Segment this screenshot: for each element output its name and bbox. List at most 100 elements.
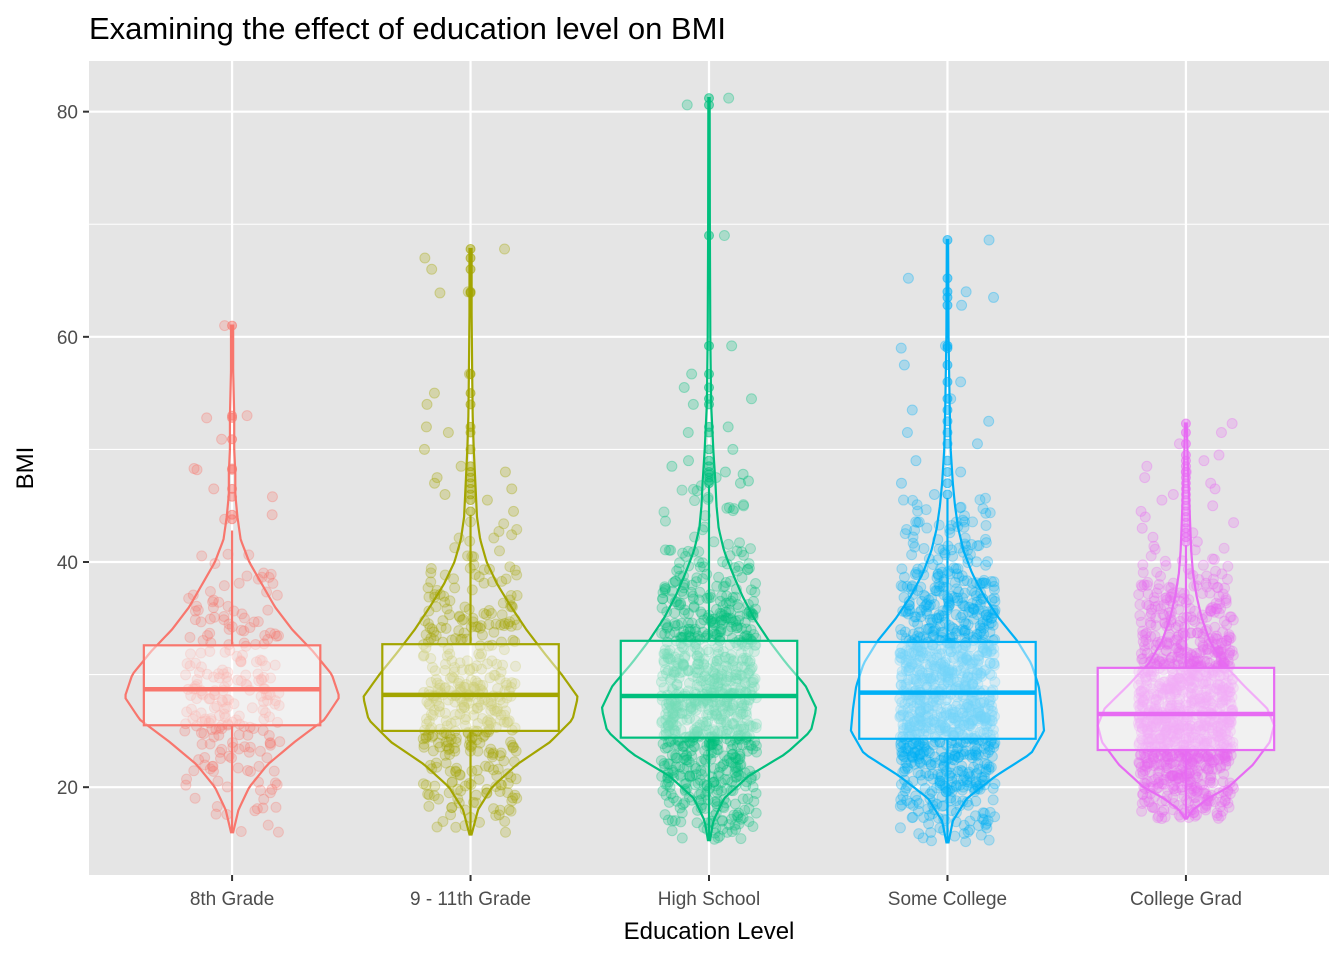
jitter-point [1150, 620, 1162, 632]
jitter-point [190, 657, 202, 669]
jitter-point [699, 720, 711, 732]
jitter-point [668, 669, 680, 681]
jitter-point [233, 710, 245, 722]
jitter-point [743, 719, 755, 731]
jitter-point [216, 694, 228, 706]
jitter-point [444, 648, 456, 660]
jitter-point [193, 754, 205, 766]
jitter-point [486, 700, 498, 712]
outlier-point [704, 444, 714, 455]
jitter-point [204, 645, 216, 657]
outlier-point [942, 393, 953, 404]
jitter-point [669, 739, 681, 751]
x-tick-label: Some College [888, 889, 1007, 910]
jitter-point [1220, 639, 1232, 651]
jitter-point [235, 675, 247, 687]
jitter-point [483, 605, 495, 617]
jitter-point [203, 693, 215, 705]
jitter-point [446, 776, 458, 788]
jitter-point [676, 832, 688, 844]
jitter-point [980, 507, 992, 519]
jitter-point [466, 765, 478, 777]
jitter-point [473, 773, 485, 785]
jitter-point [218, 614, 230, 626]
series-high-school [655, 92, 763, 845]
jitter-point [449, 709, 461, 721]
jitter-point [697, 716, 709, 728]
jitter-point [667, 719, 679, 731]
outlier-point [227, 434, 238, 445]
jitter-point [217, 664, 229, 676]
jitter-point [681, 99, 693, 111]
jitter-point [458, 699, 470, 711]
jitter-point [254, 784, 266, 796]
jitter-point [1135, 616, 1147, 628]
jitter-point [678, 382, 690, 393]
jitter-point [747, 676, 759, 688]
jitter-point [904, 797, 916, 809]
jitter-point [718, 230, 730, 242]
jitter-point [494, 750, 506, 762]
jitter-point [192, 604, 204, 616]
jitter-point [728, 503, 740, 515]
jitter-point [689, 626, 701, 638]
jitter-point [191, 674, 203, 686]
jitter-point [712, 677, 724, 689]
jitter-point [262, 694, 274, 706]
jitter-point [506, 795, 518, 807]
jitter-point [659, 583, 671, 595]
jitter-point [506, 483, 518, 495]
jitter-point [689, 741, 701, 753]
jitter-point [424, 699, 436, 711]
jitter-point [485, 743, 497, 755]
jitter-point [271, 779, 283, 791]
jitter-point [489, 705, 501, 717]
jitter-point [488, 803, 500, 815]
jitter-point [499, 709, 511, 721]
jitter-point [494, 785, 506, 797]
jitter-point [665, 701, 677, 713]
jitter-point [434, 741, 446, 753]
jitter-point [661, 702, 673, 714]
jitter-point [692, 658, 704, 670]
jitter-point [454, 708, 466, 720]
jitter-point [501, 717, 513, 729]
jitter-point [676, 707, 688, 719]
jitter-point [464, 664, 476, 676]
jitter-point [422, 788, 434, 800]
jitter-point [687, 593, 699, 605]
jitter-point [1226, 418, 1238, 430]
jitter-point [907, 811, 919, 823]
jitter-point [180, 779, 192, 791]
outlier-point [704, 230, 714, 241]
jitter-point [204, 763, 216, 775]
jitter-point [659, 742, 671, 754]
jitter-point [193, 666, 205, 678]
jitter-point [433, 700, 445, 712]
jitter-point [420, 629, 432, 641]
jitter-point [727, 700, 739, 712]
outlier-point [942, 455, 953, 466]
jitter-point [960, 286, 972, 298]
outlier-point [942, 427, 953, 438]
jitter-point [195, 616, 207, 628]
jitter-point [185, 648, 197, 660]
jitter-point [510, 773, 522, 785]
jitter-point [505, 805, 517, 817]
jitter-point [222, 676, 234, 688]
jitter-point [463, 739, 475, 751]
jitter-point [955, 466, 967, 478]
jitter-point [660, 725, 672, 737]
jitter-point [739, 676, 751, 688]
jitter-point [674, 707, 686, 719]
jitter-point [423, 789, 435, 801]
jitter-point [711, 580, 723, 592]
jitter-point [456, 664, 468, 676]
jitter-point [263, 711, 275, 723]
jitter-point [1228, 517, 1240, 529]
jitter-point [242, 729, 254, 741]
jitter-point [252, 616, 264, 628]
jitter-point [191, 693, 203, 705]
jitter-point [261, 752, 273, 764]
jitter-point [705, 753, 717, 765]
